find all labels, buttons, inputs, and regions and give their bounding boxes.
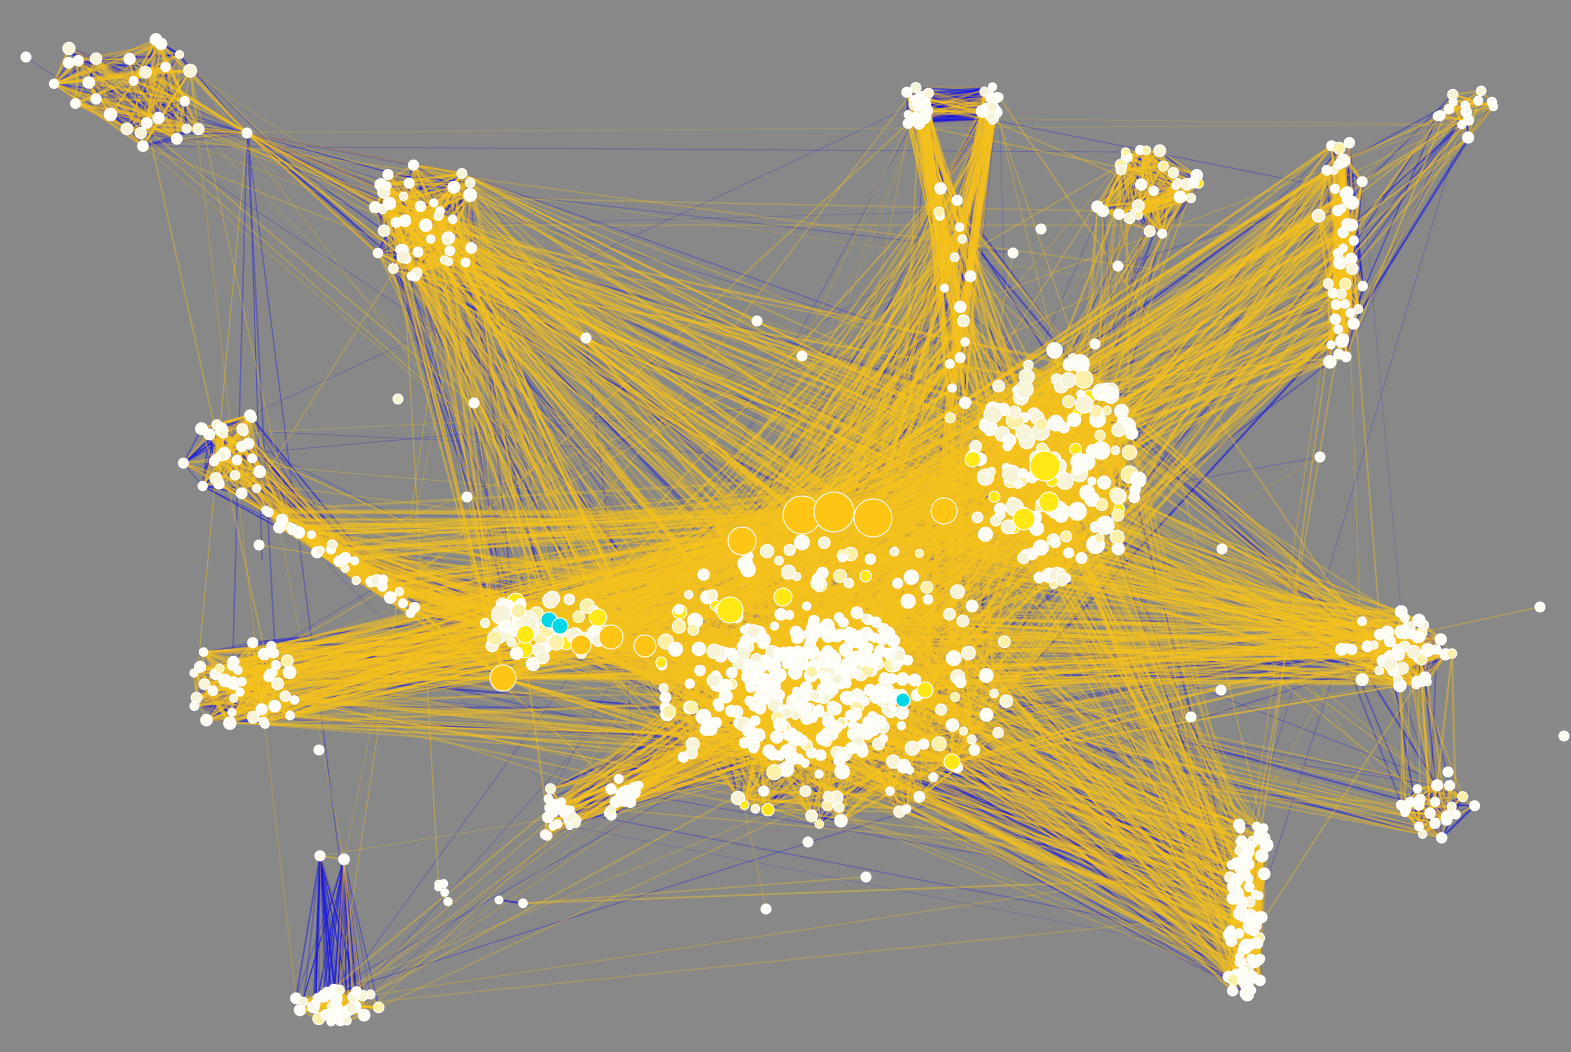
graph-edge — [387, 172, 462, 177]
graph-edge — [68, 61, 166, 68]
graph-edge — [194, 704, 233, 714]
graph-edge — [1349, 181, 1364, 314]
graph-edge — [182, 428, 243, 464]
graph-edge — [387, 172, 462, 176]
